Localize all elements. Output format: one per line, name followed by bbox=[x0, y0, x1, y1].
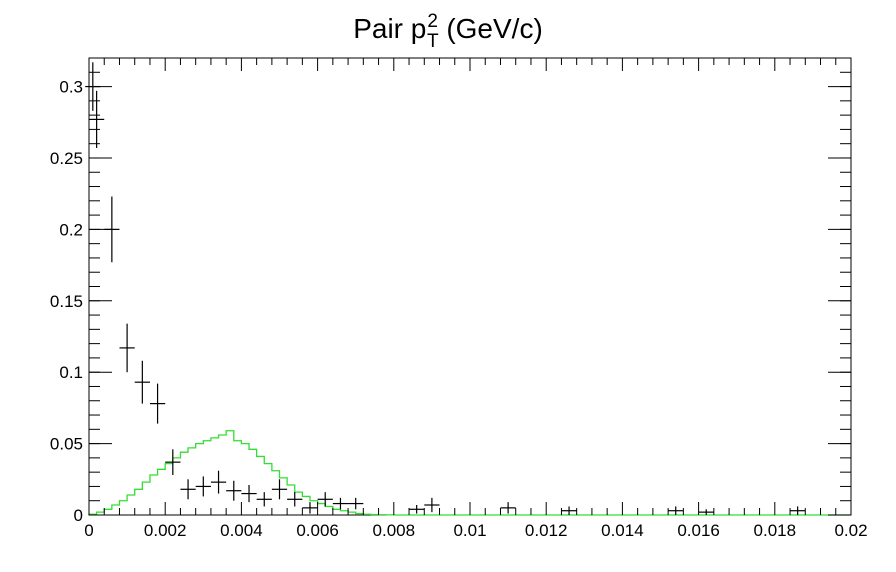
data-point bbox=[119, 323, 135, 373]
data-point bbox=[256, 492, 272, 507]
chart-title: Pair p2 T (GeV/c) bbox=[353, 11, 543, 52]
data-point bbox=[89, 90, 105, 148]
x-tick-label: 0.01 bbox=[453, 521, 486, 540]
data-point bbox=[165, 449, 181, 476]
x-tick-label: 0.018 bbox=[754, 521, 797, 540]
data-point bbox=[241, 485, 257, 503]
data-point bbox=[302, 502, 318, 514]
data-point bbox=[287, 492, 303, 507]
data-point bbox=[271, 479, 288, 500]
data-point bbox=[149, 383, 166, 424]
chart-title-subscript: T bbox=[427, 31, 439, 52]
y-tick-label: 0.15 bbox=[50, 292, 83, 311]
data-point bbox=[500, 502, 516, 514]
y-tick-label: 0.2 bbox=[59, 220, 83, 239]
data-point bbox=[226, 480, 242, 501]
x-tick-label: 0 bbox=[84, 521, 93, 540]
data-point bbox=[348, 497, 364, 510]
data-points bbox=[85, 62, 806, 515]
data-point bbox=[424, 497, 440, 513]
data-point bbox=[561, 506, 577, 515]
data-point bbox=[317, 492, 333, 507]
axes: 0 0.002 0.004 0.006 0.008 0.01 0.012 0.014 0.016… bbox=[50, 57, 868, 540]
x-tick-label: 0.002 bbox=[144, 521, 187, 540]
data-point bbox=[790, 506, 806, 515]
x-tick-label: 0.016 bbox=[677, 521, 720, 540]
x-tick-label: 0.004 bbox=[220, 521, 263, 540]
chart-title-superscript: 2 bbox=[427, 11, 438, 32]
data-point bbox=[409, 505, 425, 514]
data-point bbox=[332, 497, 349, 510]
x-tick-label: 0.02 bbox=[834, 521, 867, 540]
y-tick-label: 0 bbox=[74, 506, 83, 525]
y-tick-label: 0.3 bbox=[59, 78, 83, 97]
x-tick-label: 0.014 bbox=[601, 521, 644, 540]
y-tick-label: 0.05 bbox=[50, 435, 83, 454]
data-point bbox=[195, 476, 211, 497]
y-tick-label: 0.25 bbox=[50, 149, 83, 168]
data-point bbox=[134, 360, 150, 404]
plot-frame bbox=[88, 57, 852, 516]
chart-title-main: Pair p bbox=[353, 13, 426, 44]
x-tick-label: 0.006 bbox=[296, 521, 339, 540]
data-point bbox=[668, 506, 684, 515]
x-tick-label: 0.012 bbox=[525, 521, 568, 540]
chart-title-suffix: (GeV/c) bbox=[439, 13, 543, 44]
data-point bbox=[180, 479, 196, 500]
data-point bbox=[210, 470, 227, 494]
x-tick-label: 0.008 bbox=[373, 521, 416, 540]
y-tick-label: 0.1 bbox=[59, 363, 83, 382]
data-point bbox=[698, 509, 714, 515]
